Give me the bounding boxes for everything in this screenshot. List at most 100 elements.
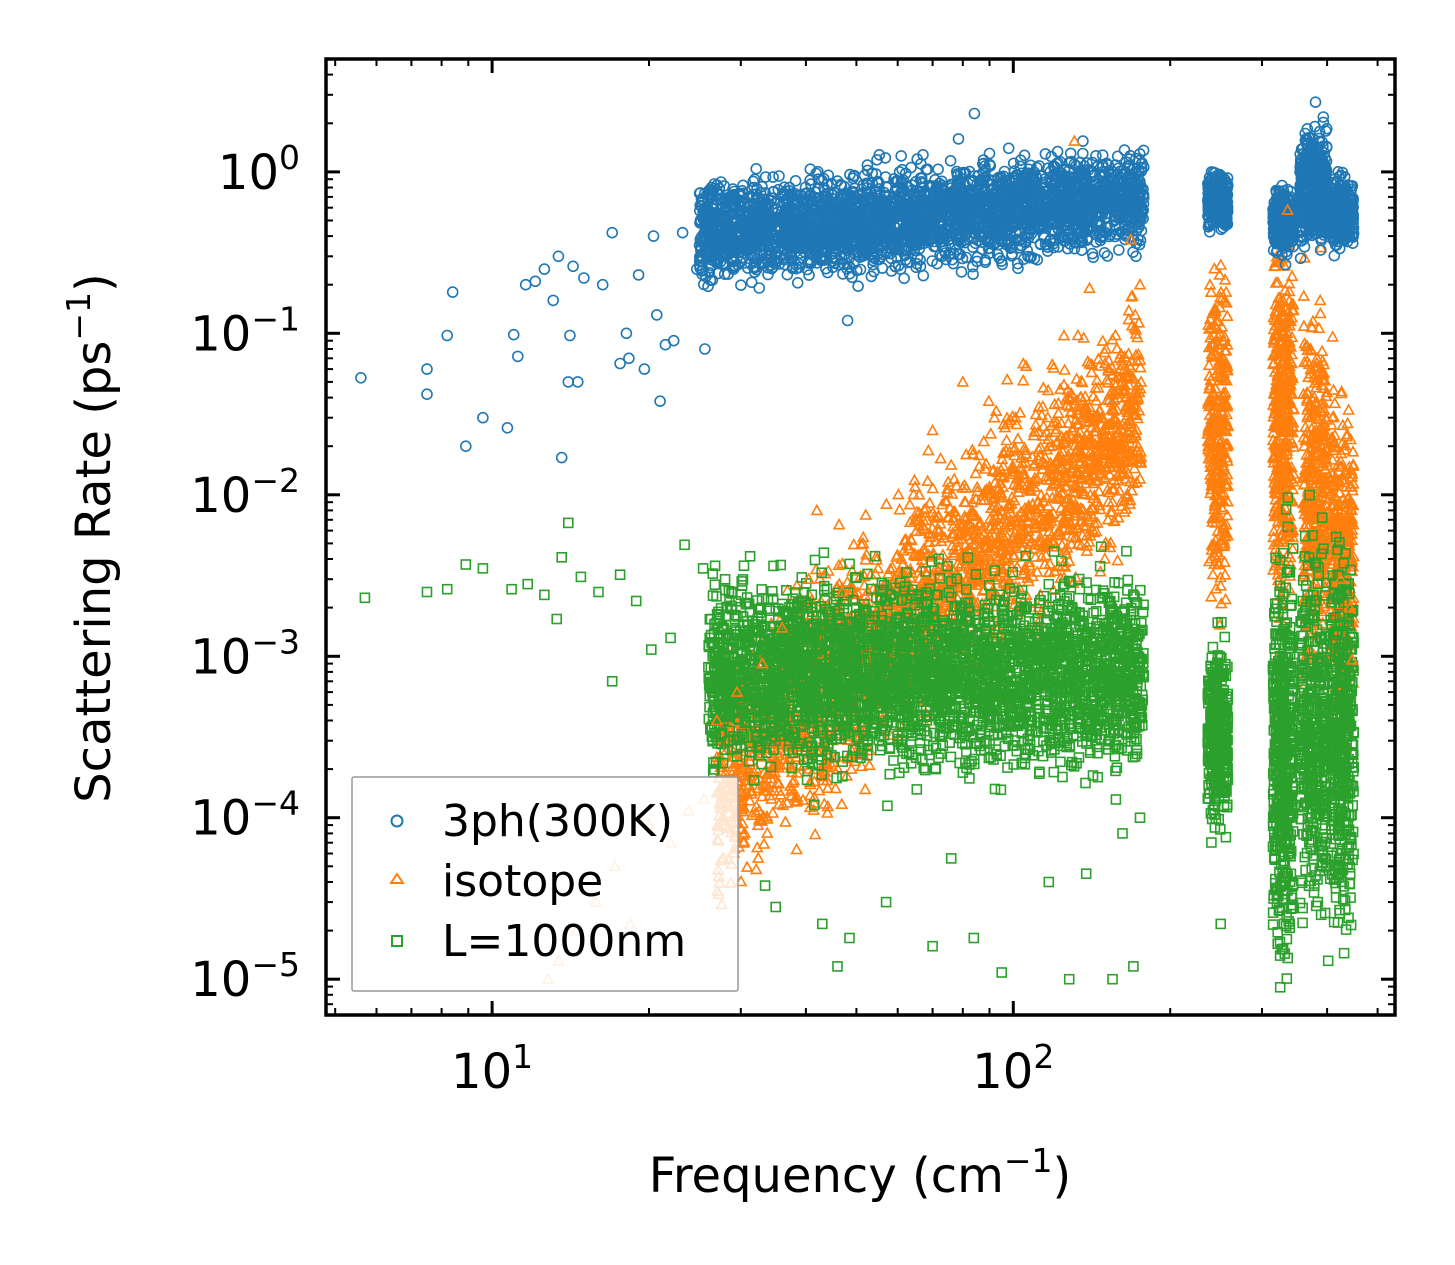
isotope-point bbox=[893, 503, 906, 515]
isotope-point bbox=[1074, 538, 1088, 551]
isotope-point bbox=[1066, 424, 1079, 436]
isotope-point bbox=[1035, 550, 1048, 562]
isotope-point bbox=[921, 474, 934, 487]
isotope-point bbox=[1090, 495, 1103, 507]
isotope-point bbox=[1110, 342, 1124, 354]
isotope-point bbox=[1058, 363, 1071, 375]
isotope-point bbox=[1089, 394, 1103, 406]
isotope-point bbox=[863, 758, 876, 771]
isotope-point bbox=[812, 783, 826, 796]
isotope-point bbox=[1085, 365, 1098, 378]
isotope-point bbox=[977, 434, 991, 447]
isotope-point bbox=[1096, 334, 1110, 346]
isotope-point bbox=[1016, 568, 1030, 580]
isotope-point bbox=[1203, 278, 1217, 290]
isotope-point bbox=[845, 762, 858, 774]
isotope-point bbox=[869, 567, 882, 579]
isotope-point bbox=[1038, 557, 1052, 570]
isotope-point bbox=[1041, 383, 1055, 396]
isotope-point bbox=[1057, 378, 1071, 390]
isotope-point bbox=[1214, 258, 1228, 270]
isotope-point bbox=[740, 860, 754, 872]
isotope-point bbox=[807, 790, 821, 803]
isotope-point bbox=[1033, 448, 1047, 461]
isotope-point bbox=[988, 561, 1001, 573]
isotope-point bbox=[996, 459, 1010, 471]
isotope-point bbox=[779, 815, 792, 827]
isotope-point bbox=[1085, 358, 1099, 370]
isotope-point bbox=[947, 511, 960, 523]
3ph-point bbox=[1039, 148, 1052, 160]
isotope-point bbox=[926, 481, 940, 494]
isotope-point bbox=[1101, 364, 1115, 376]
isotope-point bbox=[1111, 553, 1124, 566]
isotope-point bbox=[861, 584, 875, 597]
isotope-point bbox=[966, 443, 979, 455]
isotope-point bbox=[979, 457, 993, 469]
isotope-point bbox=[1071, 328, 1085, 341]
isotope-point bbox=[1123, 420, 1137, 432]
isotope-point bbox=[1076, 375, 1089, 388]
isotope-point bbox=[1065, 537, 1078, 550]
isotope-point bbox=[1028, 471, 1042, 484]
3ph-point bbox=[735, 279, 747, 292]
isotope-point bbox=[934, 451, 947, 464]
isotope-point bbox=[784, 784, 798, 796]
isotope-point bbox=[989, 404, 1003, 416]
isotope-point bbox=[1035, 408, 1049, 421]
isotope-point bbox=[966, 447, 980, 460]
isotope-point bbox=[847, 537, 861, 550]
isotope-point bbox=[1000, 433, 1013, 446]
isotope-point bbox=[1018, 471, 1031, 484]
isotope-point bbox=[738, 826, 752, 838]
isotope-point bbox=[892, 487, 905, 500]
isotope-point bbox=[922, 443, 935, 456]
isotope-point bbox=[886, 560, 899, 573]
isotope-point bbox=[1132, 316, 1146, 328]
isotope-point bbox=[1342, 403, 1355, 415]
isotope-point bbox=[1102, 485, 1116, 498]
isotope-point bbox=[1128, 461, 1141, 474]
isotope-point bbox=[917, 502, 931, 515]
isotope-point bbox=[969, 509, 983, 522]
isotope-point bbox=[1121, 368, 1135, 381]
isotope-point bbox=[904, 532, 918, 544]
isotope-point bbox=[766, 806, 780, 818]
isotope-point bbox=[950, 479, 963, 491]
isotope-point bbox=[1125, 319, 1139, 331]
isotope-point bbox=[1016, 374, 1030, 386]
isotope-point bbox=[750, 840, 764, 853]
isotope-point bbox=[1069, 413, 1083, 425]
isotope-point bbox=[832, 558, 846, 571]
isotope-point bbox=[1111, 369, 1124, 382]
3ph-band-main bbox=[693, 144, 1150, 294]
isotope-point bbox=[760, 826, 774, 838]
3ph-point bbox=[791, 276, 804, 289]
isotope-point bbox=[1125, 484, 1139, 496]
isotope-point bbox=[1129, 428, 1143, 441]
isotope-point bbox=[933, 517, 947, 529]
isotope-point bbox=[1033, 530, 1047, 542]
isotope-point bbox=[821, 799, 835, 812]
isotope-point bbox=[1048, 397, 1061, 410]
isotope-point bbox=[945, 487, 959, 499]
isotope-point bbox=[1028, 457, 1041, 469]
isotope-point bbox=[1335, 384, 1348, 397]
3ph-point bbox=[932, 163, 944, 176]
isotope-point bbox=[1129, 327, 1143, 339]
isotope-point bbox=[829, 781, 842, 794]
isotope-band-240 bbox=[1201, 205, 1235, 630]
isotope-point bbox=[1049, 425, 1062, 437]
isotope-point bbox=[808, 827, 822, 840]
isotope-point bbox=[941, 482, 954, 494]
isotope-point bbox=[1003, 445, 1016, 457]
isotope-point bbox=[985, 501, 998, 514]
isotope-point bbox=[903, 497, 917, 510]
isotope-point bbox=[737, 801, 751, 813]
isotope-point bbox=[1057, 328, 1071, 341]
isotope-point bbox=[1011, 432, 1025, 444]
isotope-point bbox=[880, 497, 893, 510]
isotope-point bbox=[772, 777, 786, 789]
isotope-point bbox=[821, 806, 834, 818]
